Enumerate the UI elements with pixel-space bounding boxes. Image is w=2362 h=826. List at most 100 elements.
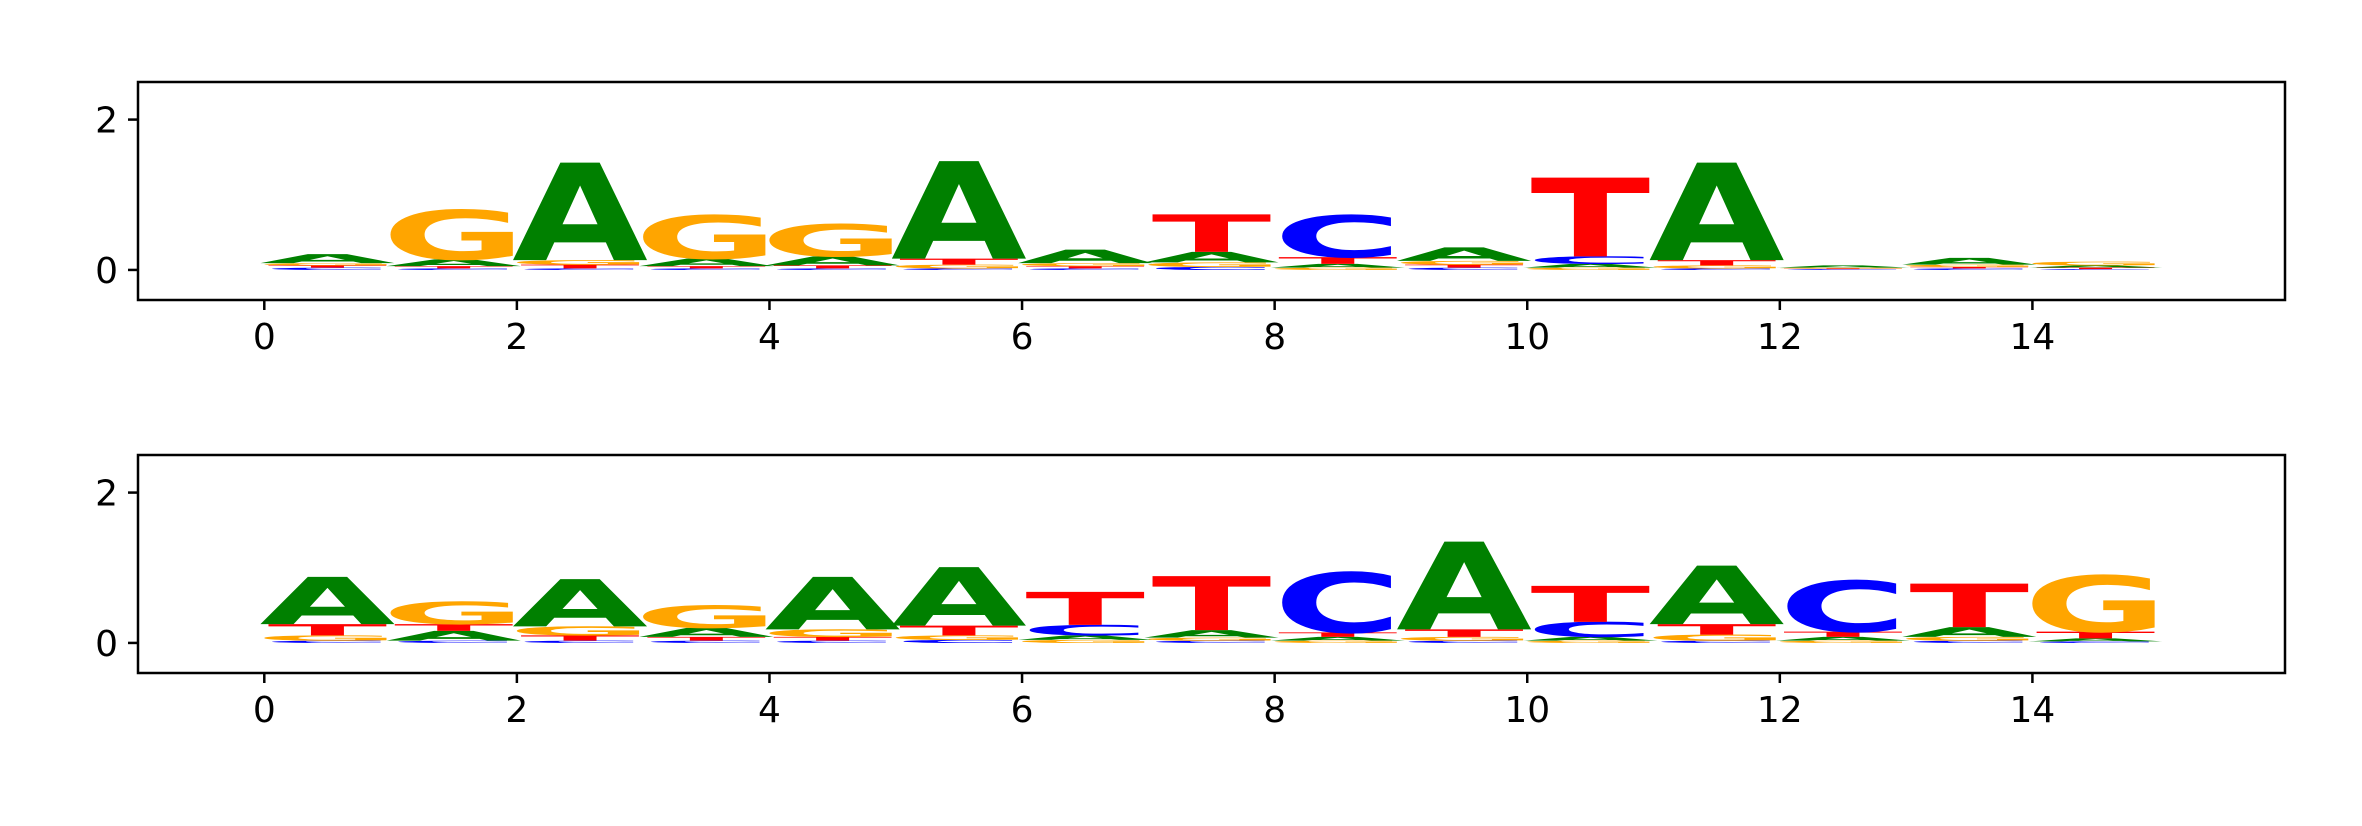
logo-letter-T-pos-0: T xyxy=(268,621,388,639)
logo-letter-G-pos-12: G xyxy=(1771,267,1915,268)
logo-letter-T-pos-4: T xyxy=(773,636,893,642)
logo-letter-G-pos-8: G xyxy=(1266,640,1410,644)
logo-letter-G-pos-0: G xyxy=(255,634,399,642)
logo-letter-A-pos-2: A xyxy=(512,136,648,292)
axes-frame xyxy=(136,80,2287,302)
logo-letter-T-pos-13: T xyxy=(1909,572,2029,642)
logo-letter-T-pos-6: T xyxy=(1025,583,1145,636)
x-tick-label: 0 xyxy=(253,317,276,358)
logo-letter-G-pos-11: G xyxy=(1645,265,1789,270)
logo-letter-A-pos-6: A xyxy=(1017,634,1153,641)
logo-letter-C-pos-2: C xyxy=(516,640,645,644)
logo-letter-C-pos-0: C xyxy=(263,267,392,271)
logo-letter-T-pos-14: T xyxy=(2036,630,2156,641)
logo-letter-A-pos-13: A xyxy=(1901,256,2037,267)
logo-letter-T-pos-4: T xyxy=(773,265,893,270)
logo-letter-A-pos-12: A xyxy=(1775,265,1911,269)
logo-letter-G-pos-13: G xyxy=(1897,636,2041,642)
logo-letter-A-pos-3: A xyxy=(638,626,774,640)
logo-letter-A-pos-3: A xyxy=(638,257,774,269)
logo-letter-T-pos-8: T xyxy=(1278,631,1398,638)
logo-letter-G-pos-11: G xyxy=(1645,633,1789,643)
logo-letter-G-pos-7: G xyxy=(1140,637,1284,642)
logo-letter-A-pos-4: A xyxy=(765,254,901,268)
logo-letter-G-pos-9: G xyxy=(1392,260,1536,266)
logo-letters: CGTACATGCTGACTAGCTGACGTAGACTCGATGATCCGTA… xyxy=(255,518,2167,658)
logo-letter-C-pos-9: C xyxy=(1400,640,1529,644)
logo-letter-A-pos-1: A xyxy=(386,628,522,643)
logo-letter-T-pos-8: T xyxy=(1278,255,1398,266)
logo-letter-G-pos-1: G xyxy=(382,197,526,276)
logo-panel-bottom: CGTACATGCTGACTAGCTGACGTAGACTCGATGATCCGTA… xyxy=(95,453,2287,731)
logo-letter-C-pos-13: C xyxy=(1905,268,2034,270)
logo-letter-G-pos-3: G xyxy=(634,599,778,635)
logo-letters: CTGACTAGCTGACTAGCTAGCGTACTGACGATGATCCTGA… xyxy=(255,134,2167,292)
logo-letter-G-pos-13: G xyxy=(1897,264,2041,268)
x-tick-label: 2 xyxy=(505,317,528,358)
logo-letter-C-pos-8: C xyxy=(1273,557,1402,653)
logo-letter-T-pos-2: T xyxy=(520,264,640,270)
logo-letter-T-pos-13: T xyxy=(1909,267,2029,269)
logo-letter-C-pos-9: C xyxy=(1400,267,1529,271)
logo-letter-T-pos-5: T xyxy=(899,257,1019,267)
logo-letter-A-pos-5: A xyxy=(891,551,1027,645)
logo-letter-G-pos-0: G xyxy=(255,263,399,267)
logo-letter-T-pos-14: T xyxy=(2036,267,2156,269)
logo-letter-T-pos-0: T xyxy=(268,265,388,269)
logo-letter-A-pos-7: A xyxy=(1144,249,1280,266)
logo-letter-A-pos-2: A xyxy=(512,567,648,643)
logo-letter-A-pos-14: A xyxy=(2028,638,2164,643)
logo-letter-A-pos-5: A xyxy=(891,134,1027,290)
logo-letter-A-pos-9: A xyxy=(1396,244,1532,266)
logo-letter-G-pos-2: G xyxy=(508,624,652,638)
logo-letter-A-pos-0: A xyxy=(260,564,396,640)
logo-letter-C-pos-5: C xyxy=(895,639,1024,644)
logo-letter-G-pos-4: G xyxy=(761,216,905,268)
x-tick-label: 4 xyxy=(758,690,781,731)
logo-letter-G-pos-6: G xyxy=(1013,262,1157,267)
y-tick-label: 2 xyxy=(95,101,118,142)
x-tick-label: 12 xyxy=(1757,690,1803,731)
logo-letter-C-pos-4: C xyxy=(768,268,897,270)
logo-letter-T-pos-1: T xyxy=(394,622,514,633)
logo-letter-A-pos-8: A xyxy=(1270,263,1406,269)
logo-letter-G-pos-14: G xyxy=(2024,261,2168,267)
logo-letter-T-pos-10: T xyxy=(1531,157,1651,282)
logo-letter-A-pos-0: A xyxy=(260,252,396,266)
x-tick-label: 2 xyxy=(505,690,528,731)
logo-letter-C-pos-6: C xyxy=(1021,622,1150,639)
logo-letter-C-pos-12: C xyxy=(1779,567,1908,648)
logo-letter-T-pos-2: T xyxy=(520,634,640,642)
logo-letter-C-pos-14: C xyxy=(2031,641,2160,643)
logo-letter-C-pos-11: C xyxy=(1652,268,1781,270)
x-tick-label: 8 xyxy=(1263,317,1286,358)
logo-letter-G-pos-5: G xyxy=(887,634,1031,641)
x-tick-label: 10 xyxy=(1504,690,1550,731)
logo-letter-G-pos-9: G xyxy=(1392,636,1536,642)
x-tick-label: 0 xyxy=(253,690,276,731)
x-tick-label: 8 xyxy=(1263,690,1286,731)
y-tick-label: 0 xyxy=(95,251,118,292)
logo-letter-G-pos-6: G xyxy=(1013,639,1157,644)
logo-letter-A-pos-8: A xyxy=(1270,636,1406,642)
logo-letter-C-pos-13: C xyxy=(1905,640,2034,644)
logo-letter-C-pos-11: C xyxy=(1652,640,1781,644)
logo-letter-T-pos-7: T xyxy=(1152,561,1272,647)
logo-letter-G-pos-12: G xyxy=(1771,640,1915,644)
y-tick-label: 2 xyxy=(95,474,118,515)
logo-letter-C-pos-7: C xyxy=(1147,640,1276,644)
logo-letter-C-pos-1: C xyxy=(389,640,518,644)
logo-letter-C-pos-14: C xyxy=(2031,269,2160,270)
logo-letter-A-pos-9: A xyxy=(1396,518,1532,658)
logo-panel-top: CTGACTAGCTGACTAGCTAGCGTACTGACGATGATCCTGA… xyxy=(95,80,2287,358)
logo-letter-T-pos-11: T xyxy=(1657,621,1777,638)
logo-letter-G-pos-3: G xyxy=(634,203,778,273)
logo-letter-C-pos-3: C xyxy=(642,640,771,644)
logo-letter-G-pos-4: G xyxy=(761,627,905,639)
logo-letter-A-pos-6: A xyxy=(1017,246,1153,268)
logo-letter-T-pos-12: T xyxy=(1783,268,1903,269)
logo-letter-T-pos-7: T xyxy=(1152,204,1272,264)
logo-letter-T-pos-5: T xyxy=(899,623,1019,638)
